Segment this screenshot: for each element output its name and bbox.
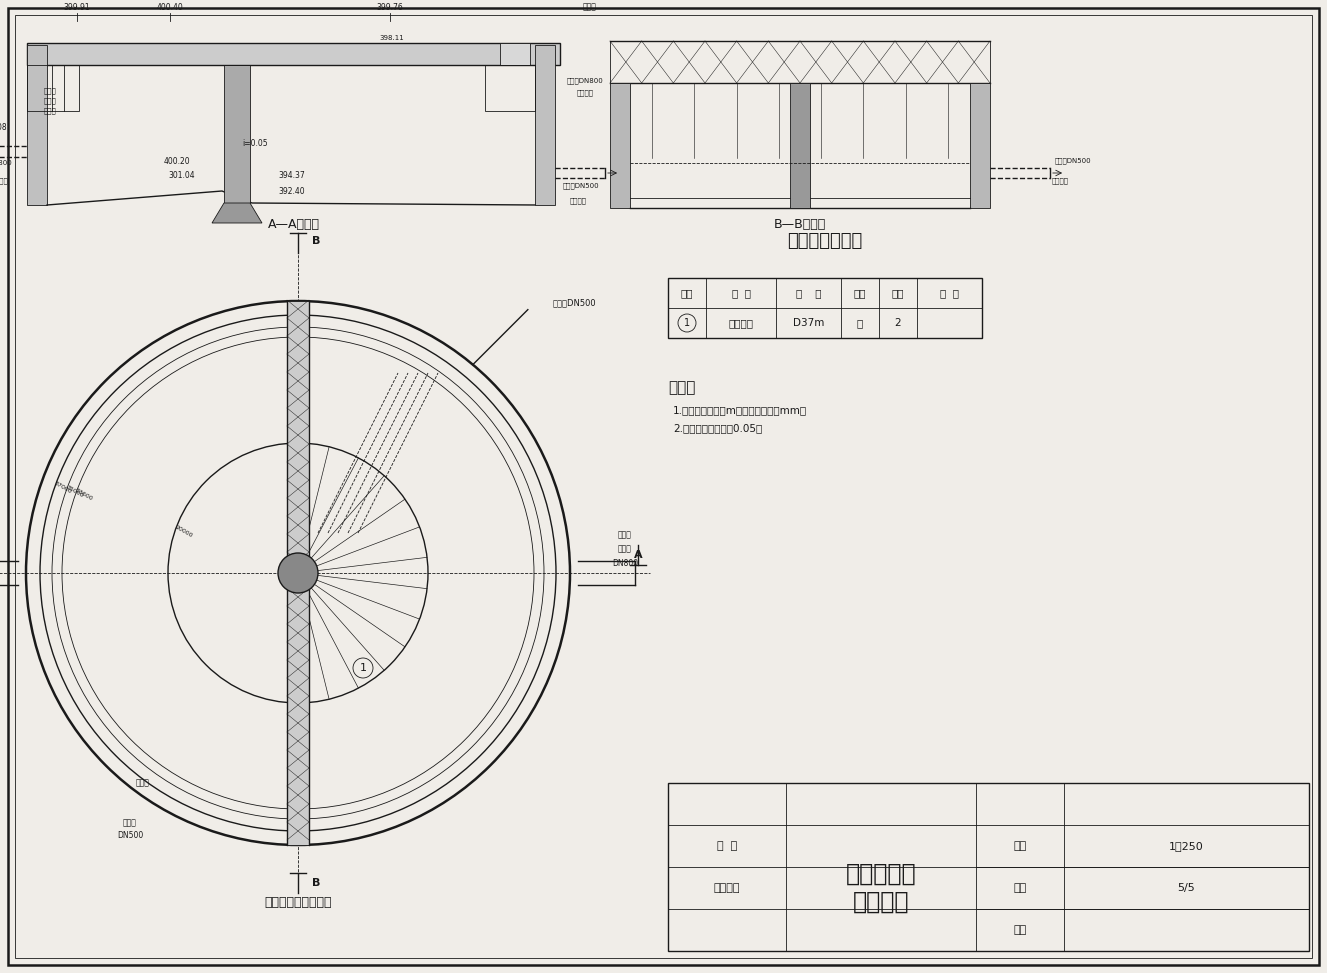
Text: B: B <box>312 878 320 888</box>
Text: 进水管DN800: 进水管DN800 <box>0 160 12 166</box>
Text: 数量: 数量 <box>892 288 904 298</box>
Text: 比例: 比例 <box>1014 841 1027 851</box>
Text: 图号: 图号 <box>1014 883 1027 893</box>
Text: 至贮泥池: 至贮泥池 <box>571 198 587 204</box>
Text: B—B剖面图: B—B剖面图 <box>774 219 827 232</box>
Text: i=0.05: i=0.05 <box>242 138 268 148</box>
Text: 出水井: 出水井 <box>618 530 632 539</box>
Text: 1：250: 1：250 <box>1169 841 1204 851</box>
Bar <box>667 783 1308 951</box>
Text: 三消毒池: 三消毒池 <box>576 90 593 96</box>
Bar <box>610 83 630 208</box>
Text: 排泥管DN500: 排泥管DN500 <box>1055 158 1091 164</box>
Text: 398.11: 398.11 <box>380 35 405 41</box>
Bar <box>970 83 990 208</box>
Text: 399.76: 399.76 <box>377 3 403 12</box>
Text: 溢流渠: 溢流渠 <box>44 97 57 104</box>
Bar <box>224 65 249 203</box>
Bar <box>500 43 529 65</box>
Text: 1: 1 <box>683 318 690 328</box>
Text: 出水管: 出水管 <box>618 545 632 554</box>
Bar <box>667 278 982 338</box>
Text: 主要工艺设备表: 主要工艺设备表 <box>787 232 863 250</box>
Text: 399.91: 399.91 <box>64 3 90 12</box>
Text: 1: 1 <box>360 663 366 673</box>
Text: D37m: D37m <box>792 318 824 328</box>
Text: 20000: 20000 <box>174 524 192 538</box>
Bar <box>790 83 809 208</box>
Bar <box>535 45 555 205</box>
Text: A—A剖面图: A—A剖面图 <box>268 219 320 232</box>
Text: A: A <box>634 550 642 560</box>
Text: 排泥管DN500: 排泥管DN500 <box>563 183 600 190</box>
Text: 刮吸泥机: 刮吸泥机 <box>729 318 754 328</box>
Text: 1.图中标高单位为m，其他单位都是mm；: 1.图中标高单位为m，其他单位都是mm； <box>673 405 807 415</box>
Bar <box>27 43 560 65</box>
Text: DN800: DN800 <box>612 559 638 567</box>
Text: 2: 2 <box>894 318 901 328</box>
Text: 排泥管DN500: 排泥管DN500 <box>553 298 596 307</box>
Text: 35000: 35000 <box>65 485 84 498</box>
Text: 池平剖图: 池平剖图 <box>853 890 909 914</box>
Text: 说明：: 说明： <box>667 380 695 395</box>
Text: 集渣梁: 集渣梁 <box>44 88 57 94</box>
Text: 姓  名: 姓 名 <box>717 841 736 851</box>
Text: 编号: 编号 <box>681 288 693 298</box>
Text: 出水管DN800: 出水管DN800 <box>567 78 604 85</box>
Bar <box>610 41 990 83</box>
Text: 集渣井: 集渣井 <box>137 778 150 787</box>
Text: 37000: 37000 <box>53 481 73 494</box>
Text: 集液井: 集液井 <box>583 3 597 12</box>
Text: 单位: 单位 <box>853 288 867 298</box>
Polygon shape <box>212 203 261 223</box>
Bar <box>27 65 80 111</box>
Text: 套: 套 <box>857 318 863 328</box>
Text: DN500: DN500 <box>117 832 143 841</box>
Text: 5/5: 5/5 <box>1177 883 1196 893</box>
Text: 辐流式二沉: 辐流式二沉 <box>845 862 917 886</box>
Text: 规    格: 规 格 <box>796 288 821 298</box>
Text: B: B <box>312 236 320 246</box>
Text: 301.04: 301.04 <box>169 170 195 179</box>
Text: 名  称: 名 称 <box>731 288 751 298</box>
Text: 至贮泥池: 至贮泥池 <box>1051 178 1068 184</box>
Text: 33600: 33600 <box>74 487 93 502</box>
Text: 辐流式二沉池平面图: 辐流式二沉池平面图 <box>264 896 332 910</box>
Bar <box>287 301 309 845</box>
Text: 排渣管: 排渣管 <box>123 818 137 827</box>
Text: 394.37: 394.37 <box>279 170 305 179</box>
Text: 400.20: 400.20 <box>163 157 190 165</box>
Text: 集水渠: 集水渠 <box>44 108 57 114</box>
Text: 400.40: 400.40 <box>157 3 183 12</box>
Bar <box>484 65 535 111</box>
Text: 397.08: 397.08 <box>0 124 8 132</box>
Text: 备  注: 备 注 <box>940 288 959 298</box>
Text: 时间: 时间 <box>1014 925 1027 935</box>
Circle shape <box>277 553 318 593</box>
Bar <box>27 45 46 205</box>
Text: 指导教师: 指导教师 <box>714 883 740 893</box>
Text: 392.40: 392.40 <box>279 187 305 196</box>
Text: 污水来自配水井: 污水来自配水井 <box>0 178 9 184</box>
Text: 2.沉淀池池底坡地为0.05；: 2.沉淀池池底坡地为0.05； <box>673 423 762 433</box>
